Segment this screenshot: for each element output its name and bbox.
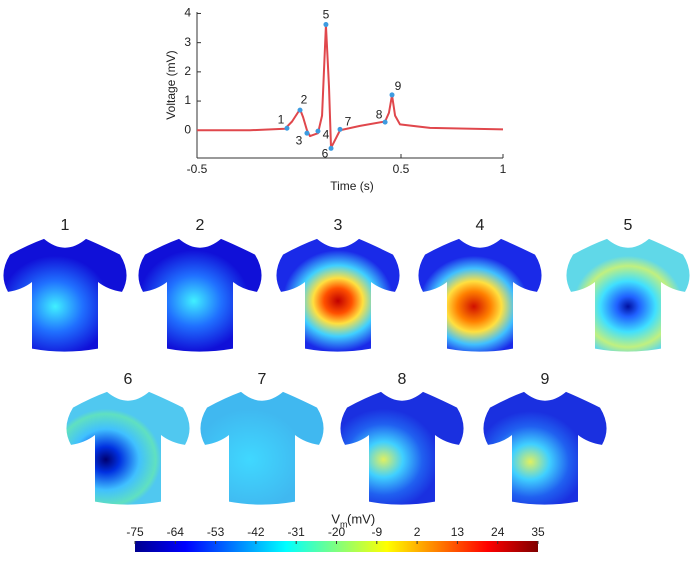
colorbar-tick-label: 13	[451, 525, 465, 539]
colorbar-tick-label: -64	[167, 525, 185, 539]
torso-map	[340, 391, 464, 505]
colorbar-tick-label: -31	[288, 525, 306, 539]
map-label: 5	[624, 217, 633, 234]
torso-map	[138, 238, 262, 352]
colorbar-label-unit: (mV)	[347, 511, 375, 526]
map-label: 6	[124, 371, 133, 388]
torso-map	[200, 391, 324, 505]
map-label: 2	[196, 217, 205, 234]
y-tick-label: 1	[184, 93, 191, 107]
colorbar-tick-label: -42	[247, 525, 265, 539]
colorbar-tick-label: 2	[414, 525, 421, 539]
torso-map	[418, 238, 542, 352]
torso-map	[66, 391, 190, 505]
torso-map	[483, 391, 607, 505]
torso-map	[276, 238, 400, 352]
colorbar-label-sub: m	[340, 519, 348, 529]
map-label: 7	[258, 371, 267, 388]
point-marker	[389, 92, 395, 98]
colorbar-tick-label: -20	[328, 525, 346, 539]
point-label: 5	[323, 8, 330, 22]
torso-map	[566, 238, 690, 352]
point-label: 4	[323, 127, 330, 141]
colorbar-tick-label: 24	[491, 525, 505, 539]
point-marker	[304, 130, 310, 136]
point-label: 2	[301, 92, 308, 106]
point-marker	[315, 128, 321, 134]
map-label: 8	[398, 371, 407, 388]
voltage-line	[197, 24, 504, 149]
colorbar-label: V	[331, 511, 340, 526]
point-label: 9	[395, 79, 402, 93]
colorbar	[135, 541, 538, 552]
colorbar-tick-label: -9	[371, 525, 382, 539]
y-axis-label: Voltage (mV)	[164, 50, 178, 119]
point-marker	[337, 126, 343, 132]
point-marker	[382, 119, 388, 125]
torso-map	[3, 238, 127, 352]
point-marker	[284, 125, 290, 131]
map-label: 4	[476, 217, 485, 234]
point-marker	[328, 145, 334, 151]
map-label: 9	[541, 371, 550, 388]
point-label: 7	[345, 115, 352, 129]
y-tick-label: 3	[184, 35, 191, 49]
colorbar-tick-label: -75	[126, 525, 144, 539]
colorbar-tick-label: -53	[207, 525, 225, 539]
x-tick-label: 0.5	[393, 162, 410, 176]
point-label: 8	[376, 107, 383, 121]
map-label: 3	[334, 217, 343, 234]
y-tick-label: 0	[184, 122, 191, 136]
x-tick-label: 1	[500, 162, 507, 176]
colorbar-tick-label: 35	[531, 525, 545, 539]
point-marker	[323, 22, 329, 28]
point-label: 1	[278, 112, 285, 126]
y-tick-label: 4	[184, 6, 191, 20]
x-tick-label: -0.5	[187, 162, 208, 176]
point-marker	[297, 107, 303, 113]
x-axis-label: Time (s)	[330, 179, 374, 193]
point-label: 6	[322, 147, 329, 161]
point-label: 3	[296, 133, 303, 147]
y-tick-label: 2	[184, 64, 191, 78]
map-label: 1	[61, 217, 70, 234]
